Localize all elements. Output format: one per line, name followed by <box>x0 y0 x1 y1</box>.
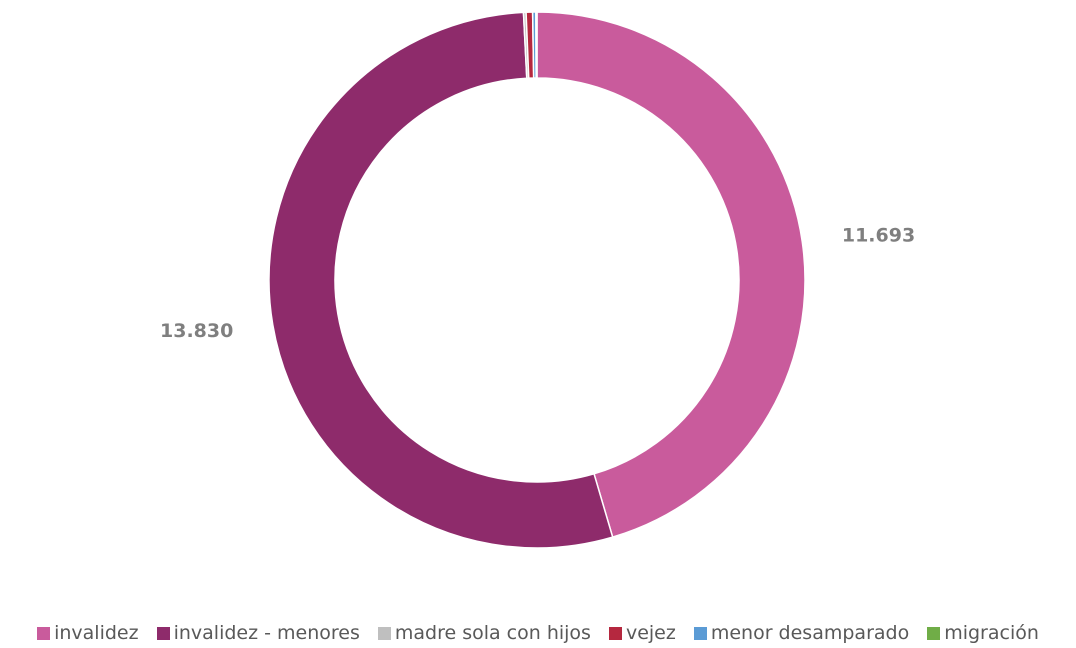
legend-swatch <box>927 626 941 640</box>
legend-item: migración <box>927 622 1039 644</box>
data-label: 13.830 <box>160 320 233 342</box>
legend-item: madre sola con hijos <box>377 622 591 644</box>
legend-swatch <box>156 626 170 640</box>
donut-slice <box>535 11 538 79</box>
legend-label: migración <box>944 622 1039 644</box>
legend-swatch <box>37 626 51 640</box>
donut-slice <box>268 11 614 549</box>
legend-swatch <box>377 626 391 640</box>
legend-swatch <box>693 626 707 640</box>
legend-swatch <box>608 626 622 640</box>
chart: 11.693 13.830 <box>160 11 915 549</box>
legend: invalidez invalidez - menores madre sola c… <box>0 622 1076 644</box>
legend-item: vejez <box>608 622 676 644</box>
data-label: 11.693 <box>842 225 915 247</box>
legend-item: menor desamparado <box>693 622 910 644</box>
legend-label: invalidez <box>54 622 139 644</box>
legend-label: menor desamparado <box>710 622 910 644</box>
legend-label: invalidez - menores <box>173 622 360 644</box>
legend-item: invalidez <box>37 622 139 644</box>
legend-label: madre sola con hijos <box>394 622 591 644</box>
legend-label: vejez <box>625 622 676 644</box>
donut-slice <box>536 11 806 539</box>
legend-item: invalidez - menores <box>156 622 360 644</box>
